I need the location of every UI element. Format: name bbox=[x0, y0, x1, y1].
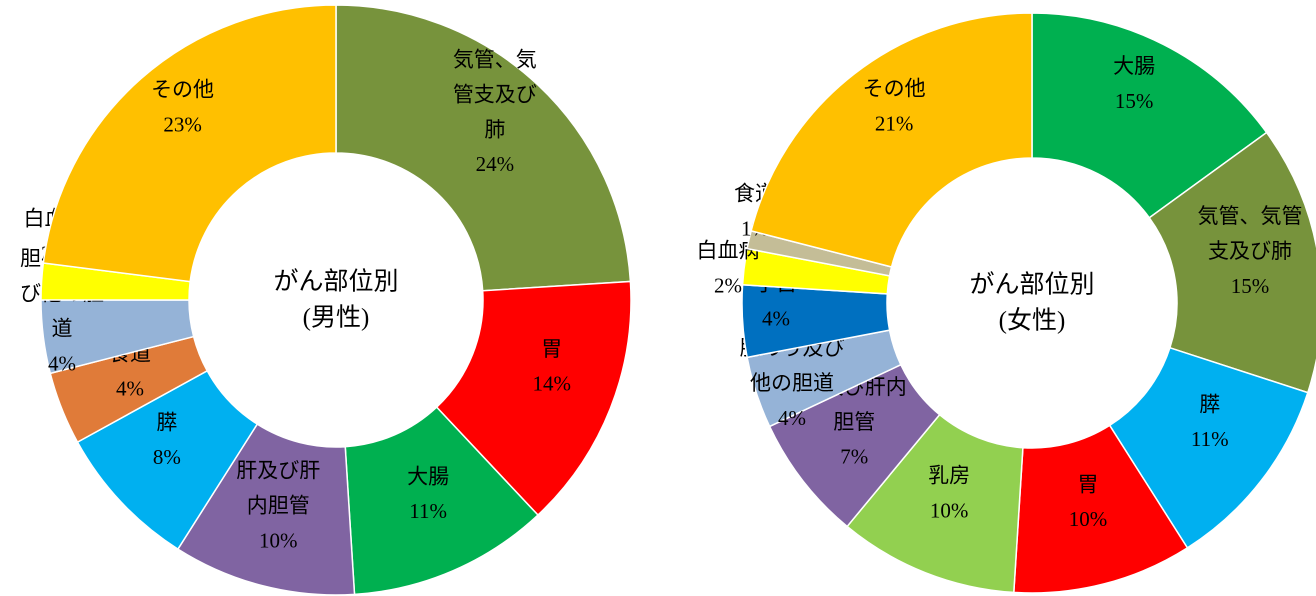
value-label: 10% bbox=[1069, 507, 1108, 531]
center-subtitle: (女性) bbox=[999, 307, 1066, 335]
slice-label: その他 bbox=[863, 77, 926, 101]
value-label: 21% bbox=[875, 112, 914, 136]
slice bbox=[1031, 12, 1268, 219]
value-label: 11% bbox=[1191, 427, 1229, 451]
slice bbox=[1108, 346, 1309, 549]
value-label: 10% bbox=[930, 499, 969, 523]
slice-label: 乳房 bbox=[928, 464, 970, 488]
value-label: 4% bbox=[762, 306, 790, 330]
slice-label: 大腸 bbox=[1113, 54, 1155, 78]
center-title: がん部位別 bbox=[969, 271, 1094, 299]
slice bbox=[435, 280, 632, 517]
slice-label: 大腸 bbox=[407, 464, 449, 488]
slice-label: 気管、気管支及び肺 bbox=[1198, 204, 1303, 263]
value-label: 4% bbox=[116, 376, 144, 400]
value-label: 15% bbox=[1115, 89, 1154, 113]
slice bbox=[750, 12, 1033, 268]
slice-label: その他 bbox=[151, 77, 214, 101]
value-label: 11% bbox=[409, 499, 447, 523]
value-label: 4% bbox=[48, 351, 76, 375]
value-label: 14% bbox=[532, 372, 571, 396]
slice bbox=[1148, 131, 1316, 394]
value-label: 2% bbox=[714, 273, 742, 297]
value-label: 23% bbox=[163, 112, 202, 136]
slice-label: 肝及び肝内胆管 bbox=[236, 459, 320, 518]
slice bbox=[335, 4, 632, 292]
value-label: 8% bbox=[153, 445, 181, 469]
center-title: がん部位別 bbox=[273, 268, 398, 296]
slice-label: 胃 bbox=[541, 337, 562, 361]
slice-label: 膵 bbox=[156, 410, 177, 434]
center-subtitle: (男性) bbox=[303, 304, 370, 332]
value-label: 10% bbox=[259, 529, 298, 553]
slice-label: 膵 bbox=[1199, 392, 1220, 416]
value-label: 7% bbox=[840, 445, 868, 469]
value-label: 4% bbox=[778, 406, 806, 430]
slice bbox=[42, 4, 337, 283]
slice-label: 胃 bbox=[1077, 472, 1098, 496]
value-label: 24% bbox=[476, 152, 515, 176]
slice-label: 気管、気管支及び肺 bbox=[453, 47, 537, 141]
value-label: 15% bbox=[1231, 274, 1270, 298]
